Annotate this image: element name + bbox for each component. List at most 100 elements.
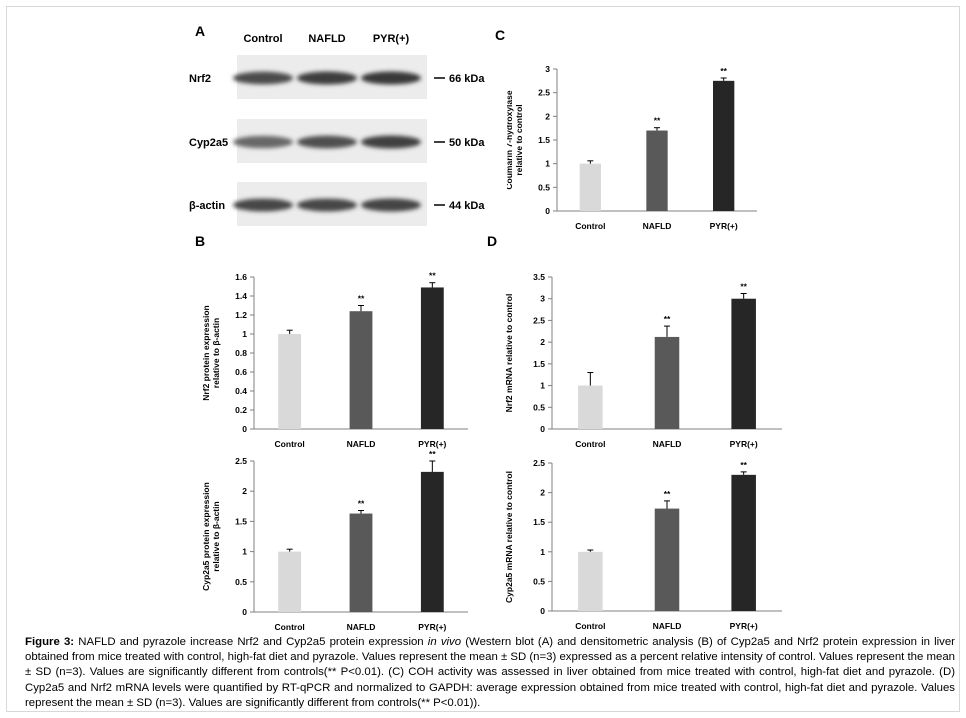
blot-protein-label: Nrf2 <box>189 73 211 85</box>
bar <box>731 298 756 429</box>
y-tick-label: 0.5 <box>533 402 545 412</box>
panel-label-d: D <box>487 233 498 249</box>
y-tick-label: 2.5 <box>538 88 550 98</box>
significance-label: ** <box>429 271 436 281</box>
significance-label: ** <box>740 282 747 292</box>
y-tick-label: 2 <box>242 486 247 496</box>
y-axis-label: Nrf2 protein expression <box>201 305 211 400</box>
western-blot: Control NAFLD PYR(+) Nrf2 66 kDa Cyp2a5 50 kD… <box>189 33 485 226</box>
chart-d-nrf2-mrna: Nrf2 mRNA relative to control 0 0.5 1 1.5 2 2.… <box>504 272 782 449</box>
figure-page: A C B D Control NAFLD PYR(+) Nrf2 66 kDa Cyp… <box>6 6 960 712</box>
blot-band <box>361 198 421 212</box>
y-tick-label: 0 <box>242 607 247 617</box>
y-tick-label: 1.5 <box>538 135 550 145</box>
figure-caption: Figure 3: NAFLD and pyrazole increase Nr… <box>25 635 955 711</box>
bar <box>579 163 601 211</box>
y-axis-label: relative to β-actin <box>211 318 221 388</box>
bar <box>278 551 302 612</box>
y-tick-label: 2.5 <box>533 315 545 325</box>
y-tick-label: 1 <box>242 329 247 339</box>
caption-text-2: (Western blot (A) and densitometric anal… <box>25 636 955 709</box>
y-tick-label: 0.2 <box>235 405 247 415</box>
bar <box>278 334 302 429</box>
x-tick-label: Control <box>575 439 605 449</box>
y-tick-label: 1 <box>540 547 545 557</box>
y-tick-label: 0.5 <box>235 577 247 587</box>
blot-size-label: 50 kDa <box>449 137 485 149</box>
x-tick-label: PYR(+) <box>418 439 446 449</box>
x-tick-label: PYR(+) <box>730 439 758 449</box>
y-axis-label: Nrf2 mRNA relative to control <box>504 294 514 413</box>
bar <box>578 551 603 611</box>
blot-row: Cyp2a5 50 kDa <box>189 119 485 163</box>
significance-label: ** <box>429 449 436 459</box>
x-tick-label: Control <box>575 621 605 631</box>
significance-label: ** <box>720 66 727 76</box>
y-axis-label: Coumarin 7-hydroxylase <box>507 90 514 189</box>
bar <box>349 513 373 612</box>
blot-band <box>233 71 293 85</box>
blot-band <box>233 198 293 212</box>
y-tick-label: 1.5 <box>533 359 545 369</box>
bar <box>731 474 756 611</box>
bar <box>654 508 680 611</box>
blot-band <box>361 71 421 85</box>
bar <box>420 287 444 429</box>
bar <box>349 311 373 429</box>
y-tick-label: 1.6 <box>235 272 247 282</box>
y-tick-label: 1.4 <box>235 291 247 301</box>
panel-label-b: B <box>195 233 206 249</box>
chart-d-cyp2a5-mrna: Cyp2a5 mRNA relative to control 0 0.5 1 1.5 2… <box>504 458 782 631</box>
caption-label: Figure 3: <box>25 636 75 648</box>
x-tick-label: PYR(+) <box>730 621 758 631</box>
x-tick-label: NAFLD <box>347 622 376 632</box>
y-tick-label: 2 <box>545 111 550 121</box>
chart-b-nrf2-protein: Nrf2 protein expression relative to β-act… <box>201 271 468 449</box>
y-tick-label: 0.6 <box>235 367 247 377</box>
x-tick-label: NAFLD <box>643 221 672 231</box>
x-tick-label: Control <box>275 439 305 449</box>
y-tick-label: 2.5 <box>533 458 545 468</box>
chart-c-coumarin-hydroxylase: Coumarin 7-hydroxylase relative to contro… <box>507 64 757 231</box>
x-tick-label: NAFLD <box>347 439 376 449</box>
y-tick-label: 1 <box>242 547 247 557</box>
blot-band <box>361 135 421 149</box>
bar <box>578 385 603 429</box>
significance-label: ** <box>358 499 365 509</box>
x-tick-label: NAFLD <box>653 621 682 631</box>
y-tick-label: 3 <box>540 294 545 304</box>
y-tick-label: 0.5 <box>538 182 550 192</box>
panel-label-a: A <box>195 23 206 39</box>
blot-size-label: 66 kDa <box>449 73 485 85</box>
y-tick-label: 1 <box>545 159 550 169</box>
blot-protein-label: Cyp2a5 <box>189 137 228 149</box>
y-tick-label: 1.5 <box>533 517 545 527</box>
x-tick-label: Control <box>575 221 605 231</box>
y-tick-label: 1.2 <box>235 310 247 320</box>
y-axis-label: relative to control <box>514 104 524 175</box>
blot-size-label: 44 kDa <box>449 200 485 212</box>
y-tick-label: 1 <box>540 381 545 391</box>
significance-label: ** <box>358 294 365 304</box>
bar <box>654 336 680 429</box>
y-tick-label: 2.5 <box>235 456 247 466</box>
blot-lane-label: Control <box>243 33 282 45</box>
blot-band <box>297 198 357 212</box>
blot-band <box>233 135 293 149</box>
blot-lane-label: NAFLD <box>308 33 345 45</box>
y-tick-label: 0 <box>540 606 545 616</box>
significance-label: ** <box>664 489 671 499</box>
significance-label: ** <box>740 460 747 470</box>
y-tick-label: 3.5 <box>533 272 545 282</box>
y-axis-label: Cyp2a5 protein expression <box>201 482 211 591</box>
y-tick-label: 2 <box>540 337 545 347</box>
panel-label-c: C <box>495 27 506 43</box>
y-tick-label: 0 <box>540 424 545 434</box>
significance-label: ** <box>664 314 671 324</box>
bar <box>713 80 735 211</box>
blot-protein-label: β-actin <box>189 200 225 212</box>
blot-band <box>297 71 357 85</box>
x-tick-label: PYR(+) <box>710 221 738 231</box>
y-axis-label: Cyp2a5 mRNA relative to control <box>504 471 514 603</box>
bar <box>420 471 444 612</box>
